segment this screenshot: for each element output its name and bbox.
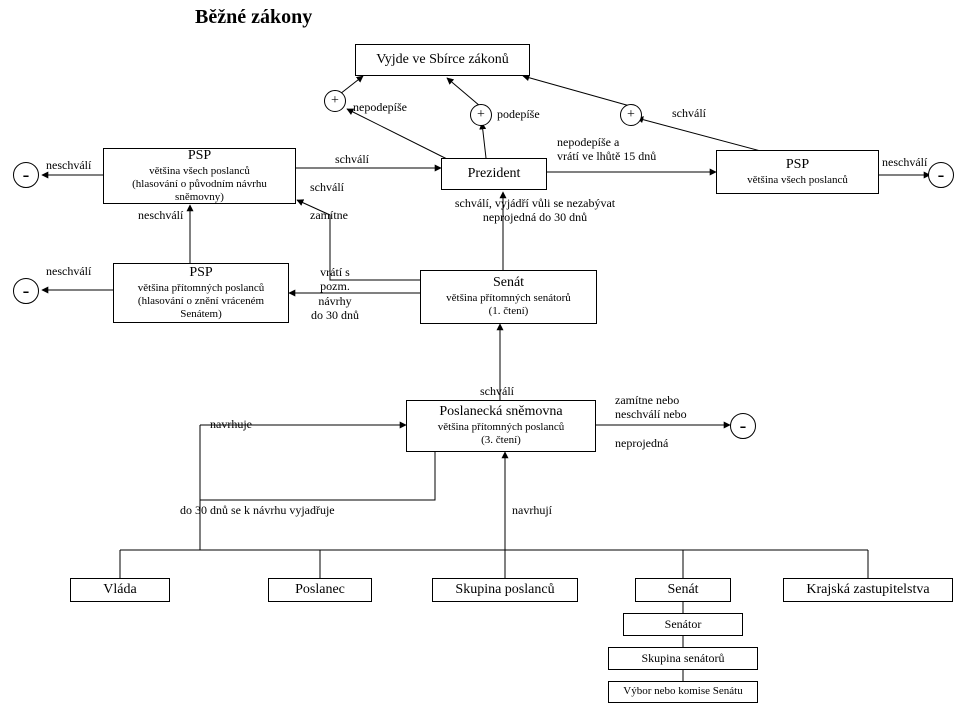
node-psp1-sub1: většina všech poslanců: [149, 165, 250, 178]
node-psp3-title: PSP: [189, 265, 212, 282]
diagram-title: Běžné zákony: [195, 6, 312, 29]
node-senat-sub2: (1. čtení): [489, 305, 529, 318]
node-snemovna: Poslanecká sněmovna většina přítomných p…: [406, 400, 596, 452]
plus1-circle: +: [324, 90, 346, 112]
plus1-label: +: [331, 94, 339, 108]
node-psp3-sub2: (hlasování o znění vráceném Senátem): [120, 295, 282, 321]
node-skupina-senatoru-title: Skupina senátorů: [642, 651, 725, 665]
label-nepodepise: nepodepíše: [353, 100, 407, 114]
minus2-circle: -: [928, 162, 954, 188]
minus4-circle: -: [730, 413, 756, 439]
node-krajska: Krajská zastupitelstva: [783, 578, 953, 602]
minus4-label: -: [740, 416, 747, 436]
node-sbirce: Vyjde ve Sbírce zákonů: [355, 44, 530, 76]
node-vlada-title: Vláda: [103, 582, 136, 599]
node-vybor: Výbor nebo komise Senátu: [608, 681, 758, 703]
node-senat: Senát většina přítomných senátorů (1. čt…: [420, 270, 597, 324]
label-zamitne-nebo: zamítne nebo neschválí nebo neprojedná: [615, 393, 725, 451]
label-navrhuje: navrhuje: [210, 417, 252, 431]
label-do30dnu: do 30 dnů se k návrhu vyjadřuje: [180, 503, 335, 517]
minus3-circle: -: [13, 278, 39, 304]
minus1-label: -: [23, 165, 30, 185]
node-sbirce-title: Vyjde ve Sbírce zákonů: [376, 52, 509, 69]
plus3-label: +: [627, 108, 635, 122]
label-schvali-b: schválí: [310, 180, 344, 194]
label-nepodepise-a: nepodepíše a vrátí ve lhůtě 15 dnů: [557, 135, 697, 164]
label-schvali-top: schválí: [672, 106, 706, 120]
label-podepise: podepíše: [497, 107, 540, 121]
label-neschvali1: neschválí: [46, 158, 91, 172]
node-psp1-sub2: (hlasování o původním návrhu sněmovny): [110, 178, 289, 204]
node-snemovna-sub2: (3. čtení): [481, 434, 521, 447]
node-psp1: PSP většina všech poslanců (hlasování o …: [103, 148, 296, 204]
label-zamitne: zamítne: [310, 208, 348, 222]
node-senat2: Senát: [635, 578, 731, 602]
node-skupina-poslancu-title: Skupina poslanců: [455, 582, 554, 599]
node-krajska-title: Krajská zastupitelstva: [806, 582, 929, 599]
node-snemovna-title: Poslanecká sněmovna: [439, 404, 562, 421]
node-vlada: Vláda: [70, 578, 170, 602]
node-prezident-title: Prezident: [468, 166, 521, 183]
label-neschvali3: neschválí: [46, 264, 91, 278]
label-neschvali2: neschválí: [138, 208, 183, 222]
node-psp1-title: PSP: [188, 148, 211, 165]
node-psp3-sub1: většina přítomných poslanců: [138, 282, 264, 295]
plus2-circle: +: [470, 104, 492, 126]
node-senat-title: Senát: [493, 275, 524, 292]
minus2-label: -: [938, 165, 945, 185]
node-skupina-senatoru: Skupina senátorů: [608, 647, 758, 670]
node-senat-sub1: většina přítomných senátorů: [446, 292, 571, 305]
node-prezident: Prezident: [441, 158, 547, 190]
label-schvali-vyjadri: schválí, vyjádří vůli se nezabývat nepro…: [420, 196, 650, 225]
label-navrhuji: navrhují: [512, 503, 552, 517]
node-poslanec-title: Poslanec: [295, 582, 345, 599]
node-psp2-sub1: většina všech poslanců: [747, 174, 848, 187]
node-skupina-poslancu: Skupina poslanců: [432, 578, 578, 602]
node-senator: Senátor: [623, 613, 743, 636]
label-neschvali-right: neschválí: [882, 155, 927, 169]
label-schvali-a: schválí: [335, 152, 369, 166]
plus2-label: +: [477, 108, 485, 122]
node-poslanec: Poslanec: [268, 578, 372, 602]
node-snemovna-sub1: většina přítomných poslanců: [438, 421, 564, 434]
minus3-label: -: [23, 281, 30, 301]
node-psp3: PSP většina přítomných poslanců (hlasová…: [113, 263, 289, 323]
label-vrati-pozm: vrátí s pozm. návrhy do 30 dnů: [300, 265, 370, 323]
plus3-circle: +: [620, 104, 642, 126]
node-senat2-title: Senát: [667, 582, 698, 599]
minus1-circle: -: [13, 162, 39, 188]
node-psp2: PSP většina všech poslanců: [716, 150, 879, 194]
node-senator-title: Senátor: [665, 617, 702, 631]
node-vybor-title: Výbor nebo komise Senátu: [623, 686, 742, 698]
label-schvali-c: schválí: [480, 384, 514, 398]
node-psp2-title: PSP: [786, 157, 809, 174]
